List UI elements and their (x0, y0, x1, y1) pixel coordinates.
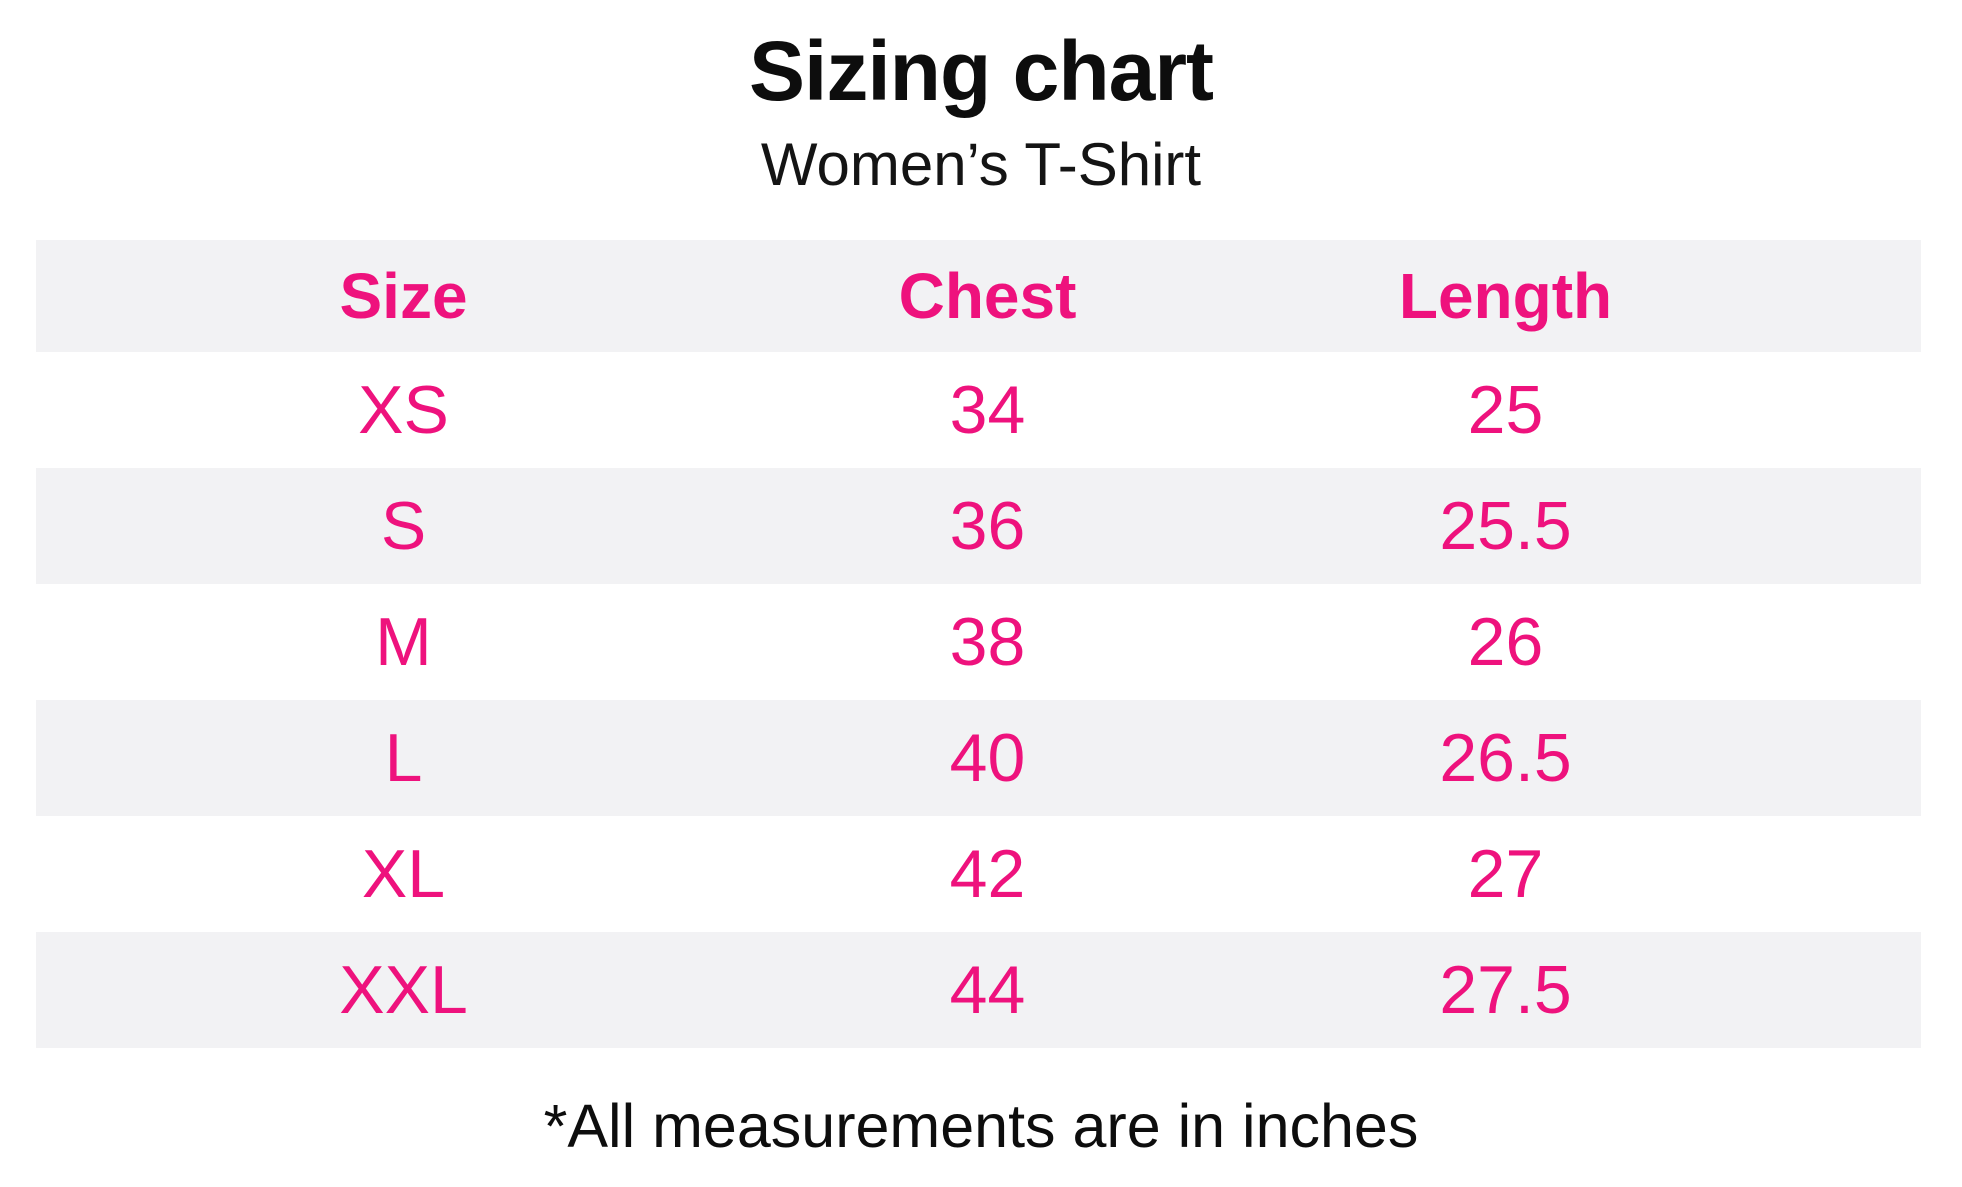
cell-length-xl: 27 (1467, 836, 1544, 912)
cell-length-l: 26.5 (1439, 720, 1572, 796)
cell-length-xxl: 27.5 (1439, 952, 1572, 1028)
column-header-chest: Chest (898, 260, 1077, 332)
page-title: Sizing chart (748, 24, 1214, 118)
measurements-footnote: *All measurements are in inches (543, 1092, 1419, 1160)
table-header-row: Size Chest Length (36, 240, 1921, 352)
cell-size-m: M (375, 604, 432, 680)
cell-chest-xxl: 44 (949, 952, 1026, 1028)
cell-size-l: L (384, 720, 423, 796)
table-row-xl: XL 42 27 (36, 816, 1921, 932)
table-row-xxl: XXL 44 27.5 (36, 932, 1921, 1048)
column-header-length: Length (1398, 260, 1613, 332)
cell-chest-xs: 34 (949, 372, 1026, 448)
cell-length-xs: 25 (1467, 372, 1544, 448)
column-header-size: Size (339, 260, 468, 332)
cell-chest-l: 40 (949, 720, 1026, 796)
table-row-xs: XS 34 25 (36, 352, 1921, 468)
cell-chest-xl: 42 (949, 836, 1026, 912)
cell-size-s: S (380, 488, 427, 564)
table-row-s: S 36 25.5 (36, 468, 1921, 584)
table-row-l: L 40 26.5 (36, 700, 1921, 816)
cell-chest-m: 38 (949, 604, 1026, 680)
cell-size-xxl: XXL (339, 952, 468, 1028)
page-subtitle: Women’s T-Shirt (760, 131, 1202, 198)
cell-length-m: 26 (1467, 604, 1544, 680)
table-body: XS 34 25 S 36 25.5 M 38 26 L 40 26.5 XL 42 27 XXL 44 27.5 (36, 352, 1921, 1048)
cell-chest-s: 36 (949, 488, 1026, 564)
sizing-table: Size Chest Length XS 34 25 S 36 25.5 M 38 26 L 40 26.… (36, 240, 1921, 1048)
cell-size-xs: XS (358, 372, 449, 448)
cell-length-s: 25.5 (1439, 488, 1572, 564)
cell-size-xl: XL (361, 836, 446, 912)
table-row-m: M 38 26 (36, 584, 1921, 700)
